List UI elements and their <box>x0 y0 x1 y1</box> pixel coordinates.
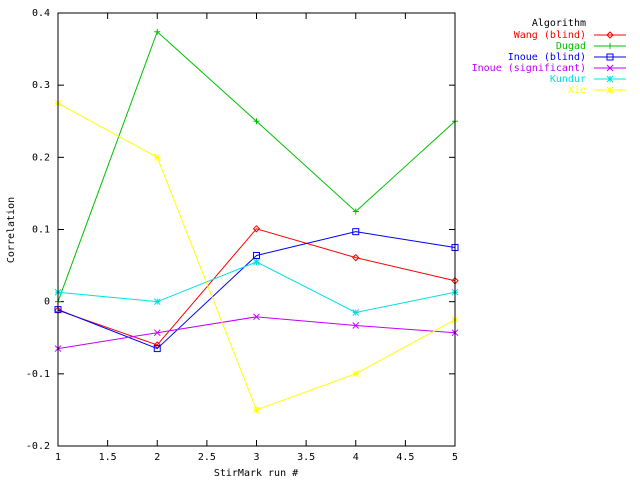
y-tick-label: 0 <box>44 297 50 308</box>
series-line <box>57 261 456 314</box>
y-tick-label: -0.2 <box>26 441 50 452</box>
series-wang-blind <box>54 225 459 349</box>
series-line <box>57 102 456 411</box>
x-tick-label: 4 <box>353 452 359 463</box>
y-tick-label: 0.2 <box>32 152 50 163</box>
data-point <box>606 53 614 61</box>
data-point <box>154 28 161 35</box>
data-point <box>153 298 161 306</box>
legend-entry: Wang (blind) <box>514 30 626 41</box>
data-point <box>253 406 260 414</box>
y-tick-label: 0.4 <box>32 8 50 19</box>
legend-label: Wang (blind) <box>514 30 586 41</box>
legend-label: Kundur <box>550 74 586 85</box>
series-xie <box>54 99 459 414</box>
data-point <box>352 370 360 378</box>
legend-entry: Xie <box>568 85 626 96</box>
data-point <box>153 329 161 337</box>
plot-frame <box>57 12 456 447</box>
legend-entry: Kundur <box>550 74 626 85</box>
legend-entry: Inoue (significant) <box>472 63 626 74</box>
data-point <box>451 277 459 285</box>
legend-label: Inoue (significant) <box>472 63 586 74</box>
data-point <box>606 64 614 72</box>
series-lines <box>54 28 459 414</box>
x-axis-label: StirMark run # <box>214 468 298 479</box>
data-point <box>352 208 359 215</box>
data-point <box>253 118 260 125</box>
data-point <box>606 86 614 94</box>
data-point <box>352 228 360 236</box>
x-tick-label: 2 <box>154 452 160 463</box>
y-tick-label: -0.1 <box>26 369 50 380</box>
x-tick-label: 3 <box>253 452 259 463</box>
data-point <box>606 31 614 39</box>
legend-label: Inoue (blind) <box>508 52 586 63</box>
series-inoue-blind <box>54 228 459 353</box>
data-point <box>253 251 260 259</box>
data-point <box>352 253 360 262</box>
data-point <box>153 345 161 353</box>
series-inoue-significant <box>54 313 459 352</box>
y-axis-label: Correlation <box>6 197 17 263</box>
legend-label: Dugad <box>556 41 586 52</box>
data-point <box>606 75 614 83</box>
legend-entry: Dugad <box>556 41 626 52</box>
series-dugad <box>55 28 458 305</box>
data-point <box>153 153 161 161</box>
series-line <box>57 228 456 346</box>
data-point <box>607 43 613 49</box>
x-tick-label: 4.5 <box>396 452 414 463</box>
y-tick-label: 0.1 <box>32 225 50 236</box>
x-tick-label: 1.5 <box>99 452 117 463</box>
axis-ticks: -0.2 -0.1 0 0.1 0.2 0.3 0.4 1 1.5 2 2.5 3 3.5 4 4.5 5 <box>26 8 458 463</box>
legend-title: Algorithm <box>532 18 586 29</box>
x-tick-label: 5 <box>452 452 458 463</box>
x-tick-label: 2.5 <box>198 452 216 463</box>
data-point <box>253 313 260 321</box>
data-point <box>352 309 360 316</box>
x-tick-label: 3.5 <box>297 452 315 463</box>
x-tick-label: 1 <box>55 452 61 463</box>
data-point <box>352 322 360 329</box>
data-point <box>252 225 261 233</box>
data-point <box>153 341 161 349</box>
y-tick-label: 0.3 <box>32 80 50 91</box>
legend-entry: Inoue (blind) <box>508 52 626 63</box>
series-line <box>57 231 456 350</box>
data-point <box>253 258 260 266</box>
legend-label: Xie <box>568 85 586 96</box>
